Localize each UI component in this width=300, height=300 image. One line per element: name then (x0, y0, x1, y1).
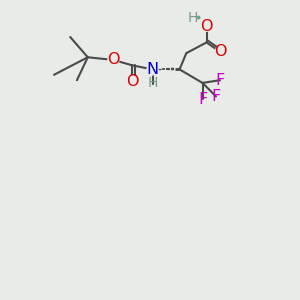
Text: O: O (107, 52, 120, 68)
Circle shape (127, 76, 138, 87)
Text: N: N (146, 62, 159, 77)
Circle shape (202, 21, 212, 31)
Text: O: O (214, 44, 226, 59)
Text: O: O (126, 74, 139, 89)
Text: H: H (147, 76, 158, 90)
Text: H: H (187, 11, 198, 25)
Circle shape (215, 47, 225, 57)
Text: F: F (215, 73, 225, 88)
Text: F: F (212, 89, 220, 104)
Circle shape (108, 54, 119, 65)
Circle shape (147, 64, 158, 75)
Text: F: F (198, 92, 207, 106)
Text: O: O (200, 19, 213, 34)
